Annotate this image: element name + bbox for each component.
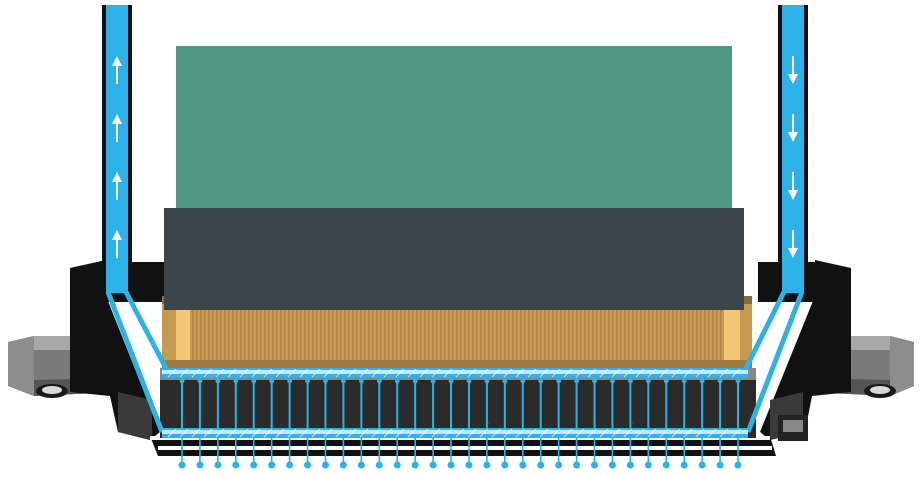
module-cap xyxy=(164,208,744,310)
left-highlight-strip xyxy=(176,304,190,366)
circuit-board xyxy=(176,46,732,212)
right-highlight-strip xyxy=(724,304,740,366)
